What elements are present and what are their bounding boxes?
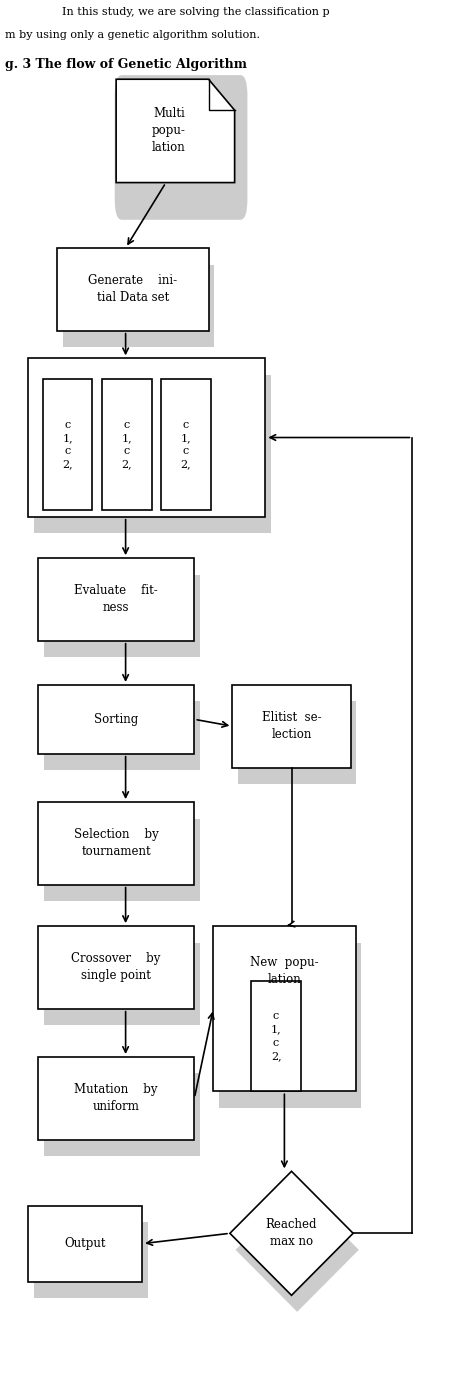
Text: Generate    ini-
tial Data set: Generate ini- tial Data set [88, 274, 177, 305]
Text: c
1,
c
2,: c 1, c 2, [62, 420, 73, 469]
Text: Mutation    by
uniform: Mutation by uniform [74, 1083, 158, 1113]
FancyBboxPatch shape [251, 981, 301, 1091]
FancyBboxPatch shape [44, 701, 200, 770]
FancyBboxPatch shape [38, 926, 194, 1009]
FancyBboxPatch shape [34, 1222, 148, 1298]
Polygon shape [230, 1171, 353, 1295]
Text: New  popu-
lation: New popu- lation [250, 956, 319, 987]
Text: g. 3 The flow of Genetic Algorithm: g. 3 The flow of Genetic Algorithm [5, 58, 247, 70]
FancyBboxPatch shape [219, 943, 361, 1108]
FancyBboxPatch shape [161, 379, 211, 510]
Text: Crossover    by
single point: Crossover by single point [72, 952, 161, 983]
FancyBboxPatch shape [44, 943, 200, 1025]
FancyBboxPatch shape [232, 685, 351, 768]
FancyBboxPatch shape [44, 575, 200, 657]
FancyBboxPatch shape [43, 379, 92, 510]
FancyBboxPatch shape [38, 1057, 194, 1140]
Text: c
1,
c
2,: c 1, c 2, [121, 420, 132, 469]
FancyBboxPatch shape [238, 701, 356, 784]
FancyBboxPatch shape [102, 379, 152, 510]
FancyBboxPatch shape [28, 358, 265, 517]
Text: Output: Output [64, 1237, 106, 1250]
FancyBboxPatch shape [108, 395, 157, 526]
FancyBboxPatch shape [38, 685, 194, 754]
Text: c
1,
c
2,: c 1, c 2, [271, 1011, 282, 1061]
FancyBboxPatch shape [38, 802, 194, 885]
FancyBboxPatch shape [48, 395, 98, 526]
Text: Selection    by
tournament: Selection by tournament [74, 828, 158, 858]
FancyBboxPatch shape [115, 76, 247, 220]
Text: Multi
popu-
lation: Multi popu- lation [152, 107, 186, 154]
Polygon shape [116, 80, 235, 183]
Text: Evaluate    fit-
ness: Evaluate fit- ness [74, 584, 158, 615]
FancyBboxPatch shape [34, 375, 271, 533]
Text: In this study, we are solving the classification p: In this study, we are solving the classi… [62, 7, 329, 17]
Text: m by using only a genetic algorithm solution.: m by using only a genetic algorithm solu… [5, 30, 260, 40]
FancyBboxPatch shape [44, 1073, 200, 1156]
FancyBboxPatch shape [38, 558, 194, 641]
FancyBboxPatch shape [28, 1206, 142, 1282]
Text: c
1,
c
2,: c 1, c 2, [181, 420, 191, 469]
Text: Reached
max no: Reached max no [266, 1218, 317, 1248]
Text: Elitist  se-
lection: Elitist se- lection [262, 711, 321, 741]
FancyBboxPatch shape [167, 395, 217, 526]
Text: Sorting: Sorting [94, 712, 138, 726]
Polygon shape [236, 1188, 359, 1312]
FancyBboxPatch shape [213, 926, 356, 1091]
FancyBboxPatch shape [44, 819, 200, 901]
FancyBboxPatch shape [57, 248, 209, 331]
FancyBboxPatch shape [257, 998, 307, 1108]
FancyBboxPatch shape [63, 265, 214, 347]
